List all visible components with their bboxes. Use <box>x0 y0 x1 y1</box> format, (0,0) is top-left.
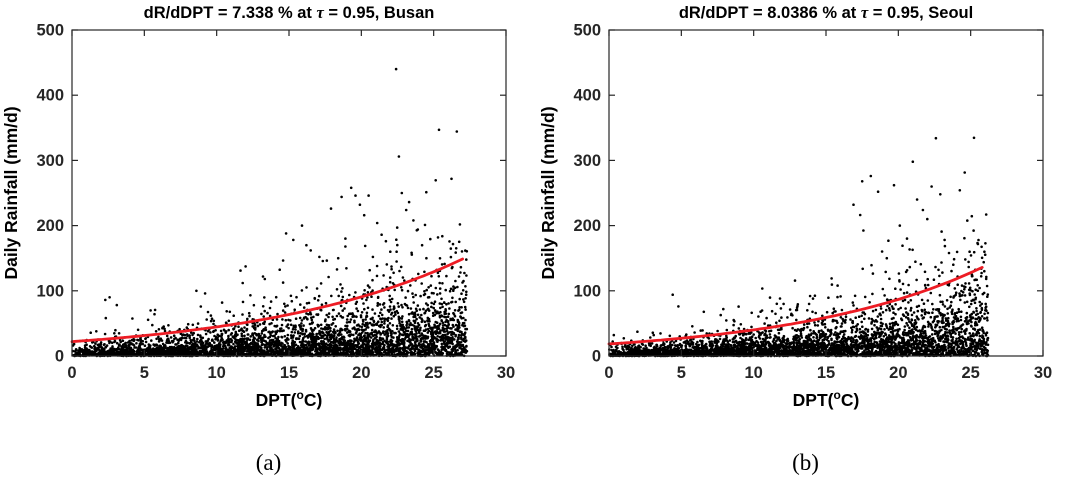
charts-row: dR/dDPT = 7.338 % at τ = 0.95, Busan 0 5 10… <box>0 0 1074 424</box>
chart-busan: dR/dDPT = 7.338 % at τ = 0.95, Busan 0 5 10… <box>0 0 537 424</box>
chart-seoul: dR/dDPT = 8.0386 % at τ = 0.95, Seoul 0 5 1… <box>537 0 1074 424</box>
chart-svg: dR/dDPT = 7.338 % at τ = 0.95, Busan 0 5 10… <box>1 3 515 410</box>
svg-text:20: 20 <box>352 364 370 382</box>
scatter-points <box>608 136 990 358</box>
chart-title: dR/dDPT = 7.338 % at τ = 0.95, Busan <box>144 3 435 22</box>
svg-text:0: 0 <box>67 364 76 382</box>
captions-row: (a) (b) <box>0 450 1074 476</box>
svg-text:10: 10 <box>744 364 762 382</box>
chart-title: dR/dDPT = 8.0386 % at τ = 0.95, Seoul <box>679 3 973 22</box>
y-axis-label: Daily Rainfall (mm/d) <box>1 106 21 279</box>
svg-text:25: 25 <box>961 364 979 382</box>
svg-text:100: 100 <box>36 282 64 300</box>
svg-text:20: 20 <box>889 364 907 382</box>
caption-a: (a) <box>255 450 282 475</box>
svg-text:0: 0 <box>604 364 613 382</box>
svg-text:100: 100 <box>573 282 601 300</box>
svg-text:30: 30 <box>1034 364 1052 382</box>
svg-text:400: 400 <box>573 87 601 105</box>
plot-box <box>608 29 1044 357</box>
svg-text:500: 500 <box>36 22 64 40</box>
svg-text:400: 400 <box>36 87 64 105</box>
svg-text:15: 15 <box>817 364 835 382</box>
svg-text:5: 5 <box>140 364 149 382</box>
svg-text:25: 25 <box>424 364 442 382</box>
svg-text:10: 10 <box>207 364 225 382</box>
scatter-points <box>71 67 469 358</box>
svg-text:5: 5 <box>677 364 686 382</box>
fit-curve <box>70 257 464 344</box>
fit-curve <box>607 266 984 346</box>
axis-ticks <box>71 29 507 357</box>
svg-text:15: 15 <box>280 364 298 382</box>
x-axis-label: DPT(oC) <box>793 388 860 410</box>
y-axis-label: Daily Rainfall (mm/d) <box>538 106 558 279</box>
svg-text:500: 500 <box>573 22 601 40</box>
caption-b: (b) <box>792 450 819 475</box>
svg-text:300: 300 <box>573 152 601 170</box>
svg-text:200: 200 <box>36 217 64 235</box>
x-axis-label: DPT(oC) <box>256 388 323 410</box>
svg-text:200: 200 <box>573 217 601 235</box>
chart-svg: dR/dDPT = 8.0386 % at τ = 0.95, Seoul 0 5 1… <box>538 3 1052 410</box>
svg-text:300: 300 <box>36 152 64 170</box>
svg-text:0: 0 <box>55 348 64 366</box>
svg-text:0: 0 <box>592 348 601 366</box>
axis-ticks <box>608 29 1044 357</box>
svg-text:30: 30 <box>497 364 515 382</box>
